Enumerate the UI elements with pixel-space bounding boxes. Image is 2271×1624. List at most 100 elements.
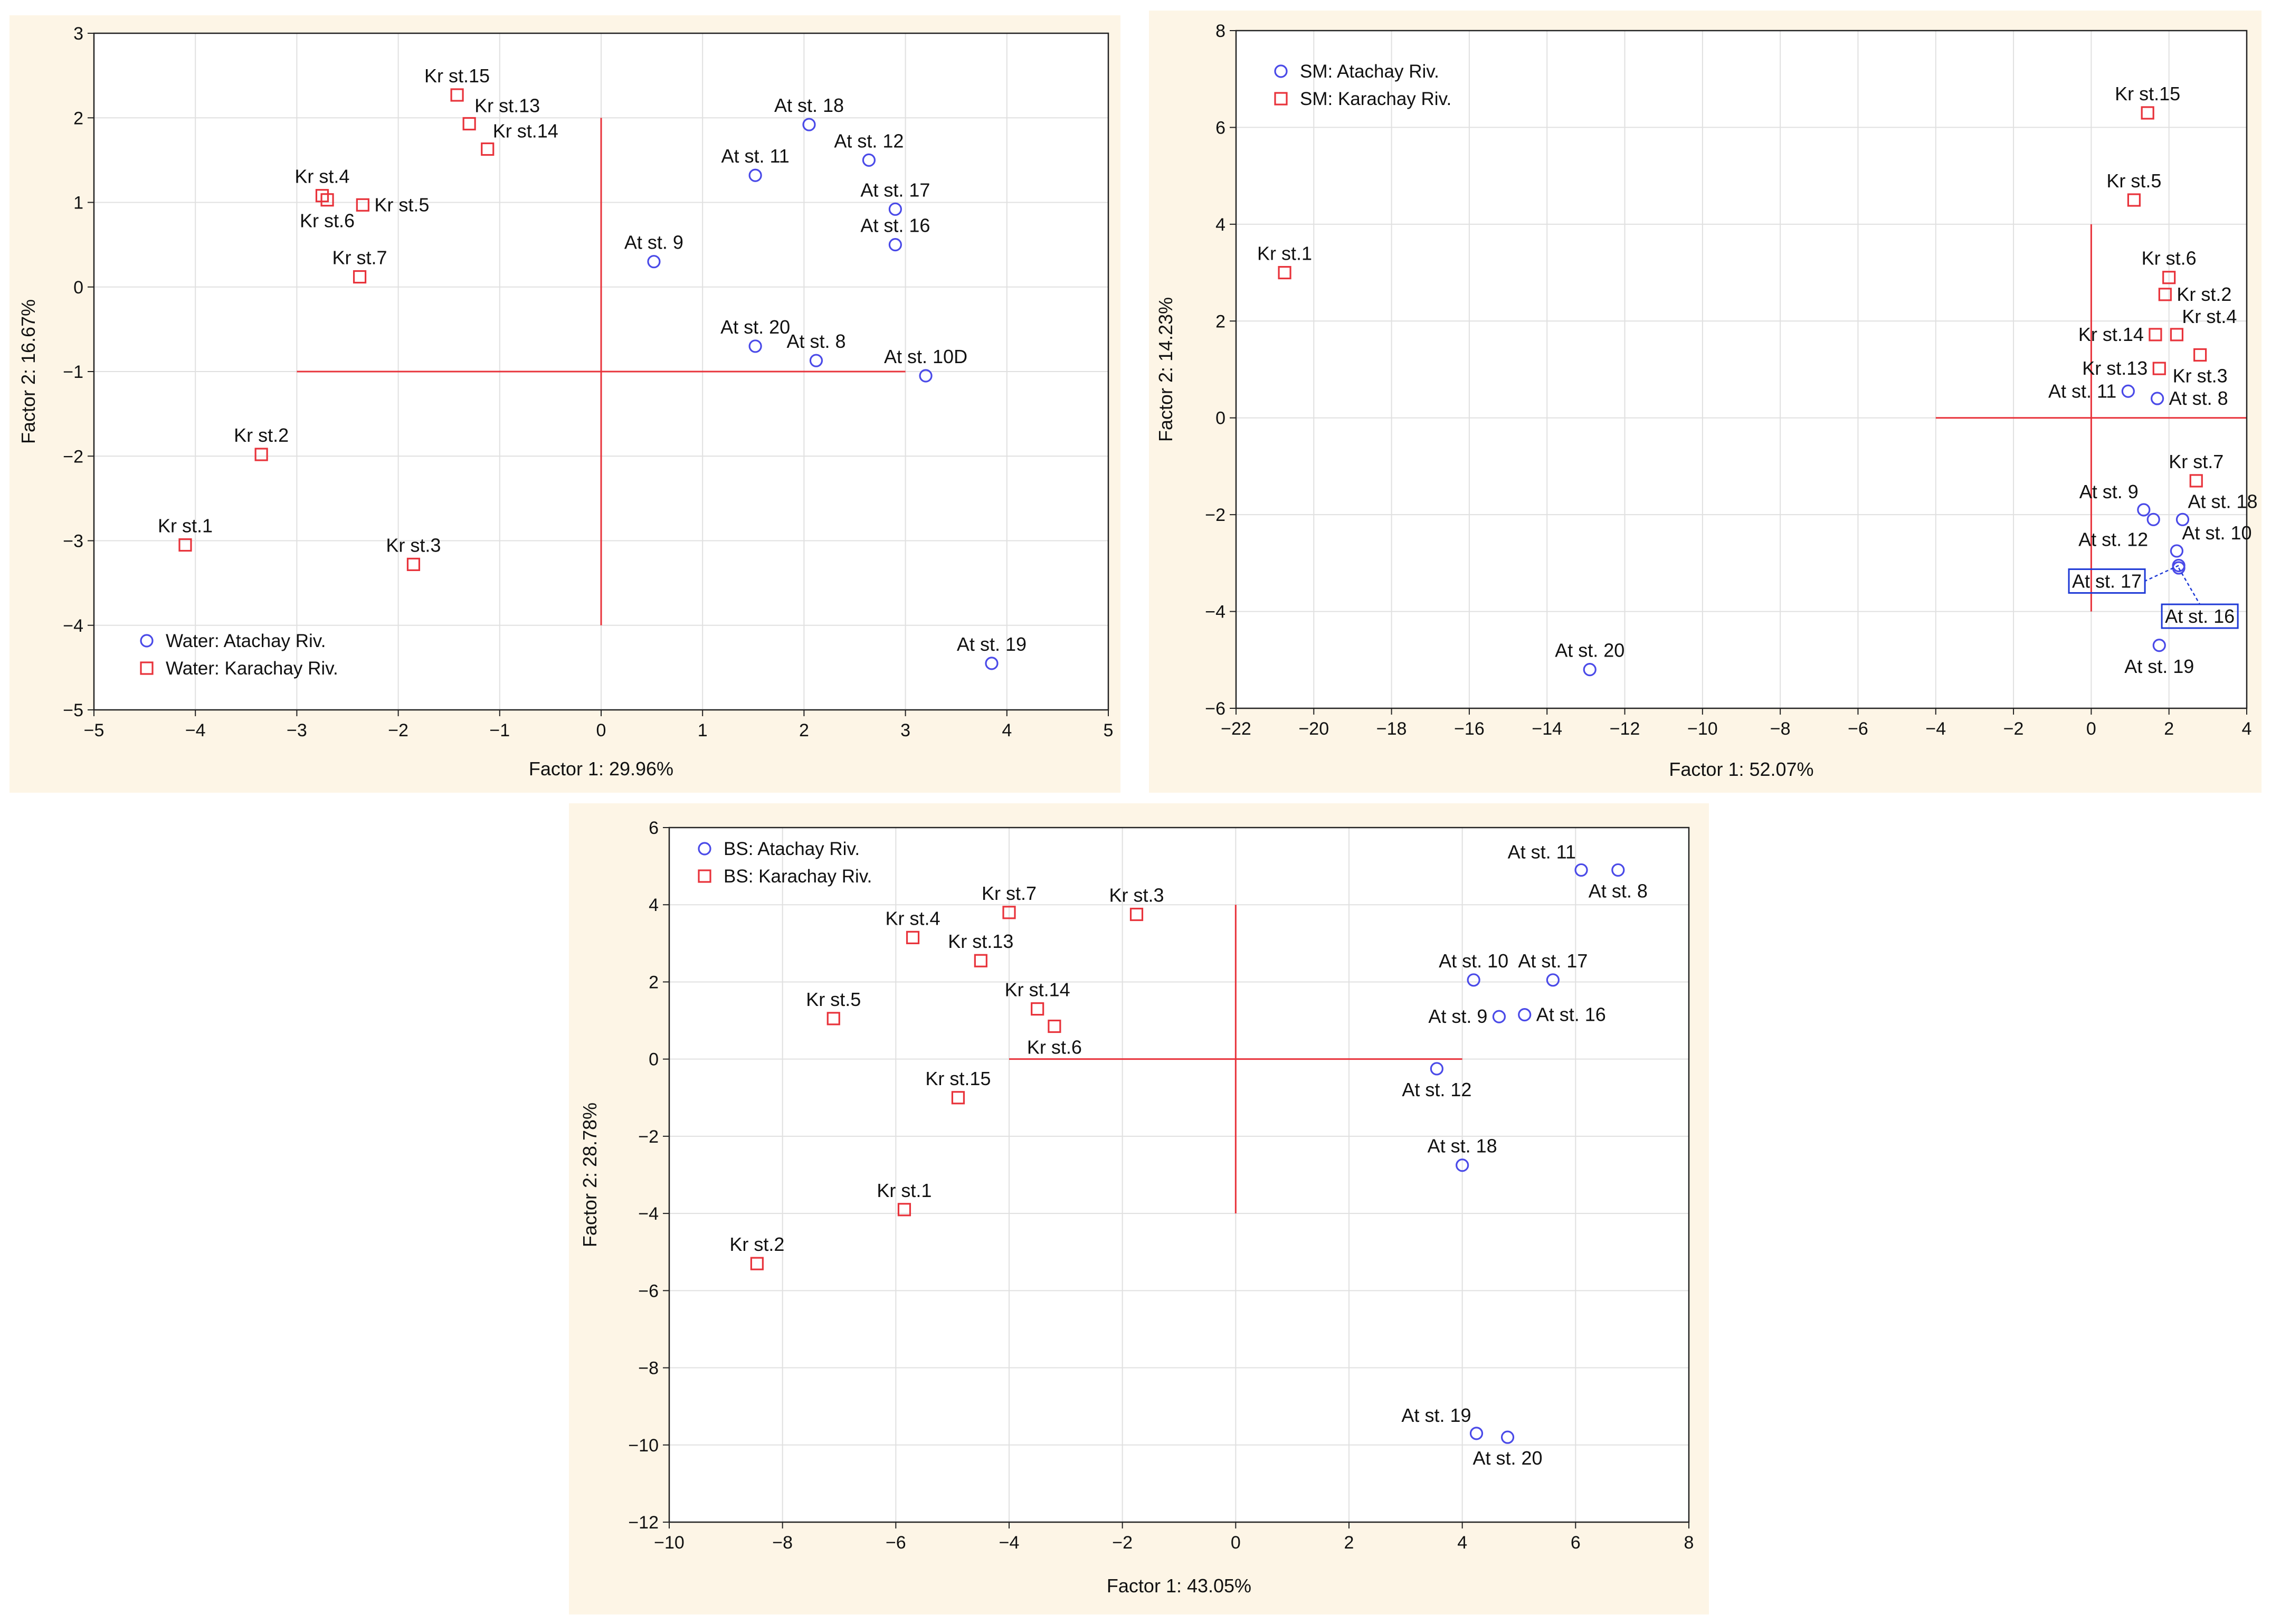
data-point <box>462 117 476 131</box>
x-tick-label: −20 <box>1298 719 1329 739</box>
y-tick-label: −2 <box>1205 505 1225 525</box>
x-tick-label: −12 <box>1610 719 1640 739</box>
y-tick-label: 0 <box>649 1050 659 1070</box>
x-tick-label: −5 <box>84 720 104 740</box>
x-tick-label: −10 <box>1687 719 1718 739</box>
point-label: At st. 9 <box>624 232 683 253</box>
x-tick-label: −4 <box>185 720 206 740</box>
y-axis-title: Factor 2: 28.78% <box>579 1103 601 1247</box>
legend-marker <box>698 869 711 883</box>
data-point <box>748 339 762 353</box>
data-point <box>2170 328 2184 341</box>
point-label: At st. 9 <box>2079 481 2139 502</box>
x-tick-label: −8 <box>1770 719 1791 739</box>
point-label: At st. 8 <box>1589 880 1648 901</box>
data-point <box>1583 663 1597 677</box>
data-point <box>1467 973 1480 987</box>
data-point <box>353 270 367 284</box>
x-axis-title: Factor 1: 52.07% <box>1669 758 1813 780</box>
data-point <box>1002 906 1016 919</box>
y-tick-label: 1 <box>73 193 83 213</box>
series-atachay <box>1430 863 1625 1444</box>
point-label: At st. 16 <box>2165 605 2235 627</box>
x-tick-label: 5 <box>1104 720 1114 740</box>
plot-area <box>1236 31 2247 708</box>
point-label: Kr st.6 <box>1027 1037 1082 1058</box>
point-label: Kr st.4 <box>2182 306 2237 327</box>
legend-label: Water: Atachay Riv. <box>166 631 326 651</box>
sm-pca-chart: −22 −20 −18 −16 −14 −12 −10 −8 −6 −4 −2 0 2 4−6−4−202… <box>1149 11 2262 793</box>
data-point <box>1430 1062 1443 1076</box>
data-point <box>2121 384 2135 398</box>
point-label: Kr st.3 <box>386 534 441 556</box>
y-tick-label: −2 <box>638 1127 659 1147</box>
point-label: At st. 9 <box>1428 1005 1487 1027</box>
y-tick-label: −10 <box>628 1436 659 1456</box>
y-tick-label: 4 <box>1215 215 1225 235</box>
x-tick-label: −4 <box>1925 719 1946 739</box>
data-point <box>888 238 902 252</box>
point-label: Kr st.14 <box>1005 979 1070 1001</box>
point-label: Kr st.5 <box>2106 170 2161 192</box>
y-tick-label: −8 <box>638 1359 659 1379</box>
point-label: At st. 11 <box>1508 841 1576 862</box>
x-tick-label: 2 <box>799 720 809 740</box>
y-tick-label: 4 <box>649 895 659 915</box>
point-label: At st. 11 <box>721 145 789 167</box>
data-point <box>2158 288 2172 301</box>
x-tick-label: −6 <box>886 1533 906 1553</box>
point-label: Kr st.14 <box>2078 324 2144 345</box>
point-label: At st. 8 <box>786 330 845 352</box>
data-point <box>450 88 464 102</box>
x-tick-label: 8 <box>1684 1533 1694 1553</box>
point-label: Kr st.1 <box>877 1180 932 1201</box>
data-point <box>2189 474 2203 488</box>
data-point <box>647 255 661 269</box>
point-label: At st. 8 <box>2169 387 2228 409</box>
point-label: At st. 16 <box>860 215 930 236</box>
data-point <box>254 448 268 461</box>
x-tick-label: 0 <box>596 720 606 740</box>
x-tick-label: 2 <box>2164 719 2174 739</box>
point-label: Kr st.15 <box>2115 83 2180 105</box>
data-point <box>1574 863 1588 877</box>
point-label: At st. 18 <box>774 94 844 116</box>
x-tick-label: 1 <box>698 720 708 740</box>
data-point <box>919 369 933 383</box>
point-label: At st. 20 <box>1555 640 1624 661</box>
point-label: At st. 19 <box>1401 1404 1471 1426</box>
legend-label: SM: Atachay Riv. <box>1300 61 1439 82</box>
sm-pca-chart-panel: −22 −20 −18 −16 −14 −12 −10 −8 −6 −4 −2 0 2 4 −6 −4 −2 0 2… <box>1149 11 2262 793</box>
y-tick-label: 3 <box>73 24 83 44</box>
y-tick-label: 0 <box>73 278 83 298</box>
y-tick-label: 2 <box>1215 311 1225 331</box>
point-label: Kr st.7 <box>982 882 1037 904</box>
data-point <box>2141 106 2154 120</box>
y-tick-label: −5 <box>63 700 83 720</box>
point-label: Kr st.13 <box>474 94 540 116</box>
y-tick-label: −6 <box>1205 699 1225 719</box>
data-point <box>974 954 987 967</box>
point-label: At st. 20 <box>720 316 790 338</box>
legend-label: SM: Karachay Riv. <box>1300 89 1451 109</box>
y-axis-title: Factor 2: 14.23% <box>1155 297 1176 442</box>
point-label: At st. 17 <box>2072 570 2142 592</box>
data-point <box>1129 907 1144 922</box>
plot-frame <box>668 827 1690 1523</box>
point-label: Kr st.13 <box>2082 357 2148 379</box>
legend-marker <box>698 842 711 856</box>
x-axis-title: Factor 1: 43.05% <box>1107 1575 1251 1597</box>
data-point <box>1518 1008 1532 1022</box>
x-tick-label: −1 <box>489 720 510 740</box>
y-axis-title: Factor 2: 16.67% <box>17 299 39 444</box>
data-point <box>748 168 762 182</box>
x-tick-label: −4 <box>999 1533 1020 1553</box>
x-tick-label: 0 <box>2086 719 2096 739</box>
point-label: At st. 18 <box>2188 490 2257 512</box>
point-label: Kr st.13 <box>948 930 1013 952</box>
y-tick-label: −2 <box>63 447 83 467</box>
point-label: At st. 20 <box>1472 1447 1542 1469</box>
bs-pca-chart-panel: −10 −8 −6 −4 −2 0 2 4 6 8 −12 −10 −8 −6 −4 −2 0 2 4 6 Factor… <box>569 803 1709 1614</box>
label-leader-line <box>2178 567 2201 605</box>
data-point <box>178 538 192 552</box>
